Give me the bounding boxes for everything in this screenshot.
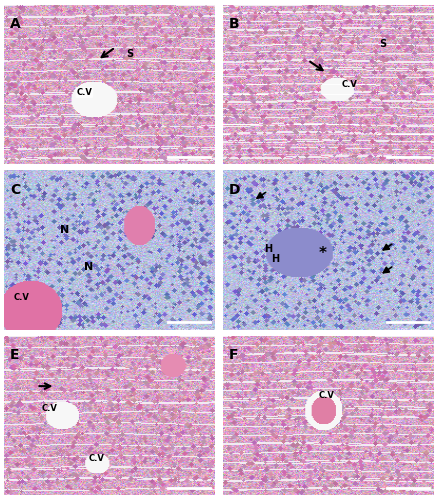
Text: D: D	[229, 183, 240, 197]
Text: C.V: C.V	[342, 80, 357, 89]
Text: A: A	[10, 18, 21, 32]
Text: C.V: C.V	[77, 88, 92, 97]
Text: H: H	[271, 254, 279, 264]
Text: N: N	[84, 262, 93, 272]
Text: 500 mm: 500 mm	[397, 328, 420, 333]
Text: F: F	[229, 348, 239, 362]
Text: 500 mm: 500 mm	[179, 494, 202, 498]
Text: C: C	[10, 183, 21, 197]
Text: S: S	[379, 40, 387, 50]
Text: S: S	[126, 49, 133, 59]
Text: H: H	[264, 244, 272, 254]
Text: 500 mm: 500 mm	[397, 494, 420, 498]
Text: 500 mm: 500 mm	[397, 162, 420, 168]
Text: N: N	[60, 224, 69, 234]
Text: 500 mm: 500 mm	[179, 162, 202, 168]
Text: 500 mm: 500 mm	[179, 328, 202, 333]
Text: C.V: C.V	[42, 404, 58, 413]
Text: C.V: C.V	[13, 293, 29, 302]
Text: C.V: C.V	[318, 391, 334, 400]
Text: C.V: C.V	[89, 454, 105, 462]
Text: *: *	[318, 246, 326, 262]
Text: B: B	[229, 18, 240, 32]
Text: E: E	[10, 348, 20, 362]
